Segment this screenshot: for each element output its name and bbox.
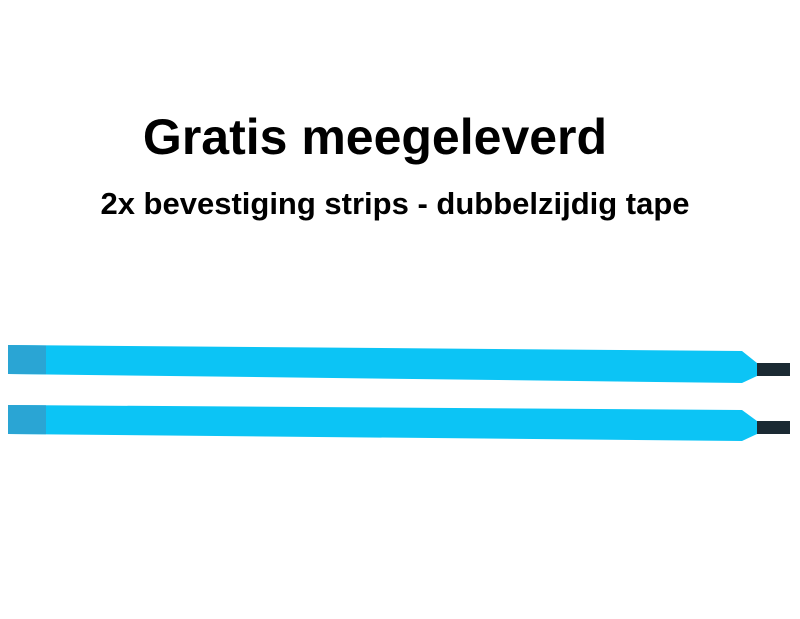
adhesive-strip-2 (8, 405, 790, 441)
strip-body (8, 405, 757, 441)
strip-tab (8, 345, 46, 375)
adhesive-strip-1 (8, 345, 790, 383)
strip-body (8, 345, 757, 383)
subheading: 2x bevestiging strips - dubbelzijdig tap… (100, 186, 690, 221)
strip-tab (8, 405, 46, 435)
strip-end (757, 421, 790, 434)
strip-end (757, 363, 790, 376)
heading: Gratis meegeleverd (142, 109, 608, 165)
